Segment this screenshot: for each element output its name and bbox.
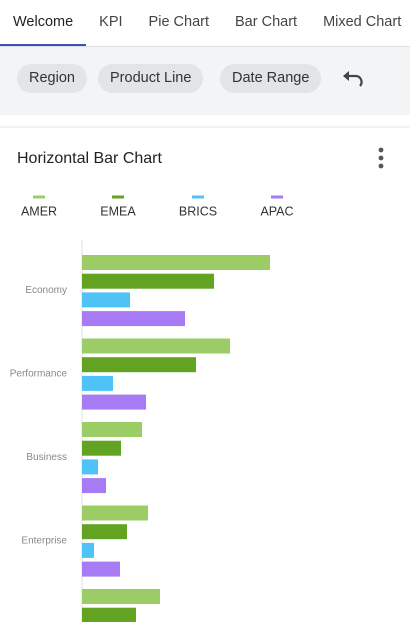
bar <box>82 542 94 558</box>
tab[interactable]: Bar Chart <box>235 14 298 30</box>
bar <box>82 357 196 373</box>
bar <box>82 311 185 327</box>
bar <box>82 561 120 577</box>
bar <box>82 338 230 354</box>
bar <box>82 478 106 494</box>
filter-bar: Region Product Line Date Range <box>0 47 410 115</box>
tab[interactable]: Mixed Chart <box>323 14 402 30</box>
tab[interactable]: Welcome <box>0 0 87 46</box>
bar <box>82 505 148 521</box>
bar <box>82 440 121 456</box>
bar <box>82 459 98 475</box>
chart: Horizontal Bar Chart AMER EMEA BRICS APAC Ec… <box>10 147 384 622</box>
legend-label[interactable]: EMEA <box>100 204 136 218</box>
bar <box>82 255 270 270</box>
legend-label[interactable]: BRICS <box>179 204 217 218</box>
bar <box>82 394 146 410</box>
tab-bar: Welcome KPI Pie Chart Bar Chart Mixed Chart <box>0 0 410 47</box>
bar <box>82 292 130 308</box>
bar <box>82 375 113 391</box>
chart-title: Horizontal Bar Chart <box>17 150 163 167</box>
category-label: Economy <box>25 285 67 296</box>
chart-card: Horizontal Bar Chart AMER EMEA BRICS APAC Ec… <box>0 128 410 622</box>
tab[interactable]: Pie Chart <box>148 14 209 30</box>
legend-label[interactable]: AMER <box>21 204 57 218</box>
menu-button[interactable] <box>378 147 384 169</box>
tab[interactable]: KPI <box>99 14 123 30</box>
bar <box>82 273 214 289</box>
category-label: Performance <box>10 369 68 380</box>
category-label: Business <box>26 452 67 463</box>
filter-chip[interactable]: Region <box>17 64 87 93</box>
bar <box>82 524 127 540</box>
legend-label[interactable]: APAC <box>260 204 293 218</box>
undo-button[interactable] <box>340 67 366 89</box>
bar <box>82 422 142 437</box>
bar <box>82 607 136 622</box>
filter-chip[interactable]: Date Range <box>220 64 322 93</box>
category-label: Enterprise <box>21 536 67 547</box>
bar <box>82 589 160 604</box>
filter-chip[interactable]: Product Line <box>98 64 204 93</box>
